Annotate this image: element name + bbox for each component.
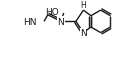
Text: HN: HN — [23, 18, 37, 26]
Text: H: H — [81, 1, 86, 10]
Text: N: N — [58, 18, 64, 26]
Text: HO: HO — [45, 7, 59, 16]
Text: N: N — [80, 29, 87, 37]
